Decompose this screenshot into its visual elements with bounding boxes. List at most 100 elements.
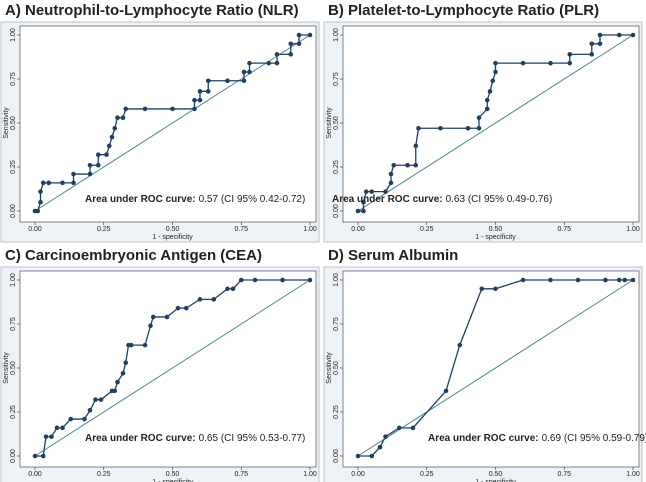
roc-point bbox=[106, 143, 112, 149]
y-tick-label: 1.00 bbox=[333, 273, 340, 287]
roc-point bbox=[487, 89, 493, 94]
roc-point bbox=[520, 277, 526, 283]
roc-point bbox=[87, 162, 93, 168]
chart-panel: A) Neutrophil-to-Lymphocyte Ratio (NLR) 0… bbox=[0, 2, 320, 243]
y-tick-label: 0.25 bbox=[10, 405, 17, 419]
annotation-text: 0.63 (CI 95% 0.49-0.76) bbox=[446, 194, 553, 205]
roc-point bbox=[123, 360, 129, 366]
roc-point bbox=[548, 60, 553, 66]
x-tick-label: 0.25 bbox=[97, 471, 111, 478]
roc-point bbox=[589, 52, 595, 57]
annotation-text: 0.65 (CI 95% 0.53-0.77) bbox=[199, 433, 306, 444]
roc-point bbox=[575, 277, 581, 283]
roc-point bbox=[197, 297, 203, 302]
x-tick-label: 0.75 bbox=[557, 226, 571, 233]
annotation-text: 0.69 (CI 95% 0.59-0.79) bbox=[542, 433, 646, 444]
roc-point bbox=[388, 171, 394, 177]
roc-point bbox=[183, 305, 189, 311]
roc-point bbox=[597, 32, 603, 38]
roc-point bbox=[95, 162, 101, 168]
y-tick-label: 0.00 bbox=[10, 204, 17, 218]
x-axis-label: 1 - specificity bbox=[152, 479, 193, 482]
reference-line bbox=[34, 34, 311, 212]
y-tick-label: 0.75 bbox=[10, 317, 17, 331]
roc-point bbox=[457, 342, 463, 348]
chart-panel: B) Platelet-to-Lymphocyte Ratio (PLR) 0.0… bbox=[323, 2, 643, 243]
roc-point bbox=[493, 286, 498, 292]
roc-point bbox=[38, 199, 43, 205]
roc-point bbox=[405, 162, 410, 168]
roc-point bbox=[230, 286, 236, 292]
roc-point bbox=[383, 189, 388, 194]
roc-point bbox=[40, 180, 46, 186]
roc-point bbox=[38, 189, 43, 194]
roc-point bbox=[225, 286, 230, 292]
x-tick-label: 0.25 bbox=[97, 226, 111, 233]
y-tick-label: 0.75 bbox=[10, 72, 17, 86]
x-tick-label: 1.00 bbox=[303, 226, 317, 233]
chart-title: A) Neutrophil-to-Lymphocyte Ratio (NLR) bbox=[5, 2, 299, 19]
roc-point bbox=[307, 32, 313, 38]
roc-point bbox=[413, 162, 419, 168]
roc-point bbox=[484, 97, 490, 103]
roc-point bbox=[493, 60, 498, 66]
roc-point bbox=[396, 425, 402, 431]
roc-point bbox=[520, 60, 526, 66]
roc-point bbox=[142, 342, 148, 348]
roc-point bbox=[296, 41, 302, 47]
roc-point bbox=[164, 314, 170, 320]
roc-point bbox=[443, 388, 449, 394]
roc-point bbox=[175, 305, 181, 311]
x-axis-label: 1 - specificity bbox=[475, 234, 516, 241]
roc-point bbox=[280, 277, 285, 283]
y-tick-label: 0.00 bbox=[333, 204, 340, 218]
y-tick-label: 0.75 bbox=[333, 317, 340, 331]
roc-point bbox=[87, 171, 93, 177]
y-tick-label: 0.25 bbox=[333, 160, 340, 174]
x-tick-label: 0.50 bbox=[489, 471, 503, 478]
y-tick-label: 0.00 bbox=[333, 449, 340, 463]
roc-point bbox=[225, 78, 230, 84]
roc-point bbox=[438, 125, 443, 131]
roc-point bbox=[567, 60, 573, 66]
y-tick-label: 0.50 bbox=[10, 116, 17, 130]
y-axis-label: Sensitivity bbox=[3, 107, 10, 139]
roc-point bbox=[205, 78, 211, 84]
x-tick-label: 1.00 bbox=[626, 226, 640, 233]
x-tick-label: 0.00 bbox=[28, 471, 42, 478]
roc-point bbox=[369, 189, 375, 194]
roc-point bbox=[589, 41, 595, 47]
roc-point bbox=[383, 434, 388, 439]
x-tick-label: 0.50 bbox=[166, 226, 180, 233]
roc-point bbox=[476, 115, 482, 121]
roc-point bbox=[115, 379, 120, 385]
y-tick-label: 0.50 bbox=[333, 361, 340, 375]
annotation-label: Area under ROC curve: bbox=[428, 433, 539, 444]
roc-point bbox=[192, 106, 197, 112]
roc-point bbox=[54, 425, 60, 431]
roc-point bbox=[266, 60, 272, 66]
annotation: Area under ROC curve: 0.65 (CI 95% 0.53-0… bbox=[85, 433, 305, 444]
roc-point bbox=[465, 125, 471, 131]
roc-point bbox=[115, 115, 120, 121]
roc-point bbox=[71, 180, 76, 186]
x-tick-label: 0.50 bbox=[166, 471, 180, 478]
x-tick-label: 0.50 bbox=[489, 226, 503, 233]
roc-point bbox=[476, 125, 482, 131]
annotation: Area under ROC curve: 0.63 (CI 95% 0.49-0… bbox=[332, 194, 552, 205]
annotation-label: Area under ROC curve: bbox=[85, 433, 196, 444]
annotation-text: 0.57 (CI 95% 0.42-0.72) bbox=[199, 194, 306, 205]
roc-point bbox=[150, 314, 156, 320]
roc-point bbox=[112, 125, 118, 131]
roc-point bbox=[68, 416, 74, 422]
roc-point bbox=[170, 106, 175, 112]
roc-point bbox=[211, 297, 217, 302]
roc-point bbox=[413, 143, 419, 149]
y-tick-label: 0.25 bbox=[10, 160, 17, 174]
roc-point bbox=[205, 89, 211, 94]
roc-point bbox=[95, 152, 101, 157]
reference-line bbox=[357, 279, 634, 457]
chart-title: B) Platelet-to-Lymphocyte Ratio (PLR) bbox=[328, 2, 599, 19]
roc-point bbox=[616, 32, 622, 38]
